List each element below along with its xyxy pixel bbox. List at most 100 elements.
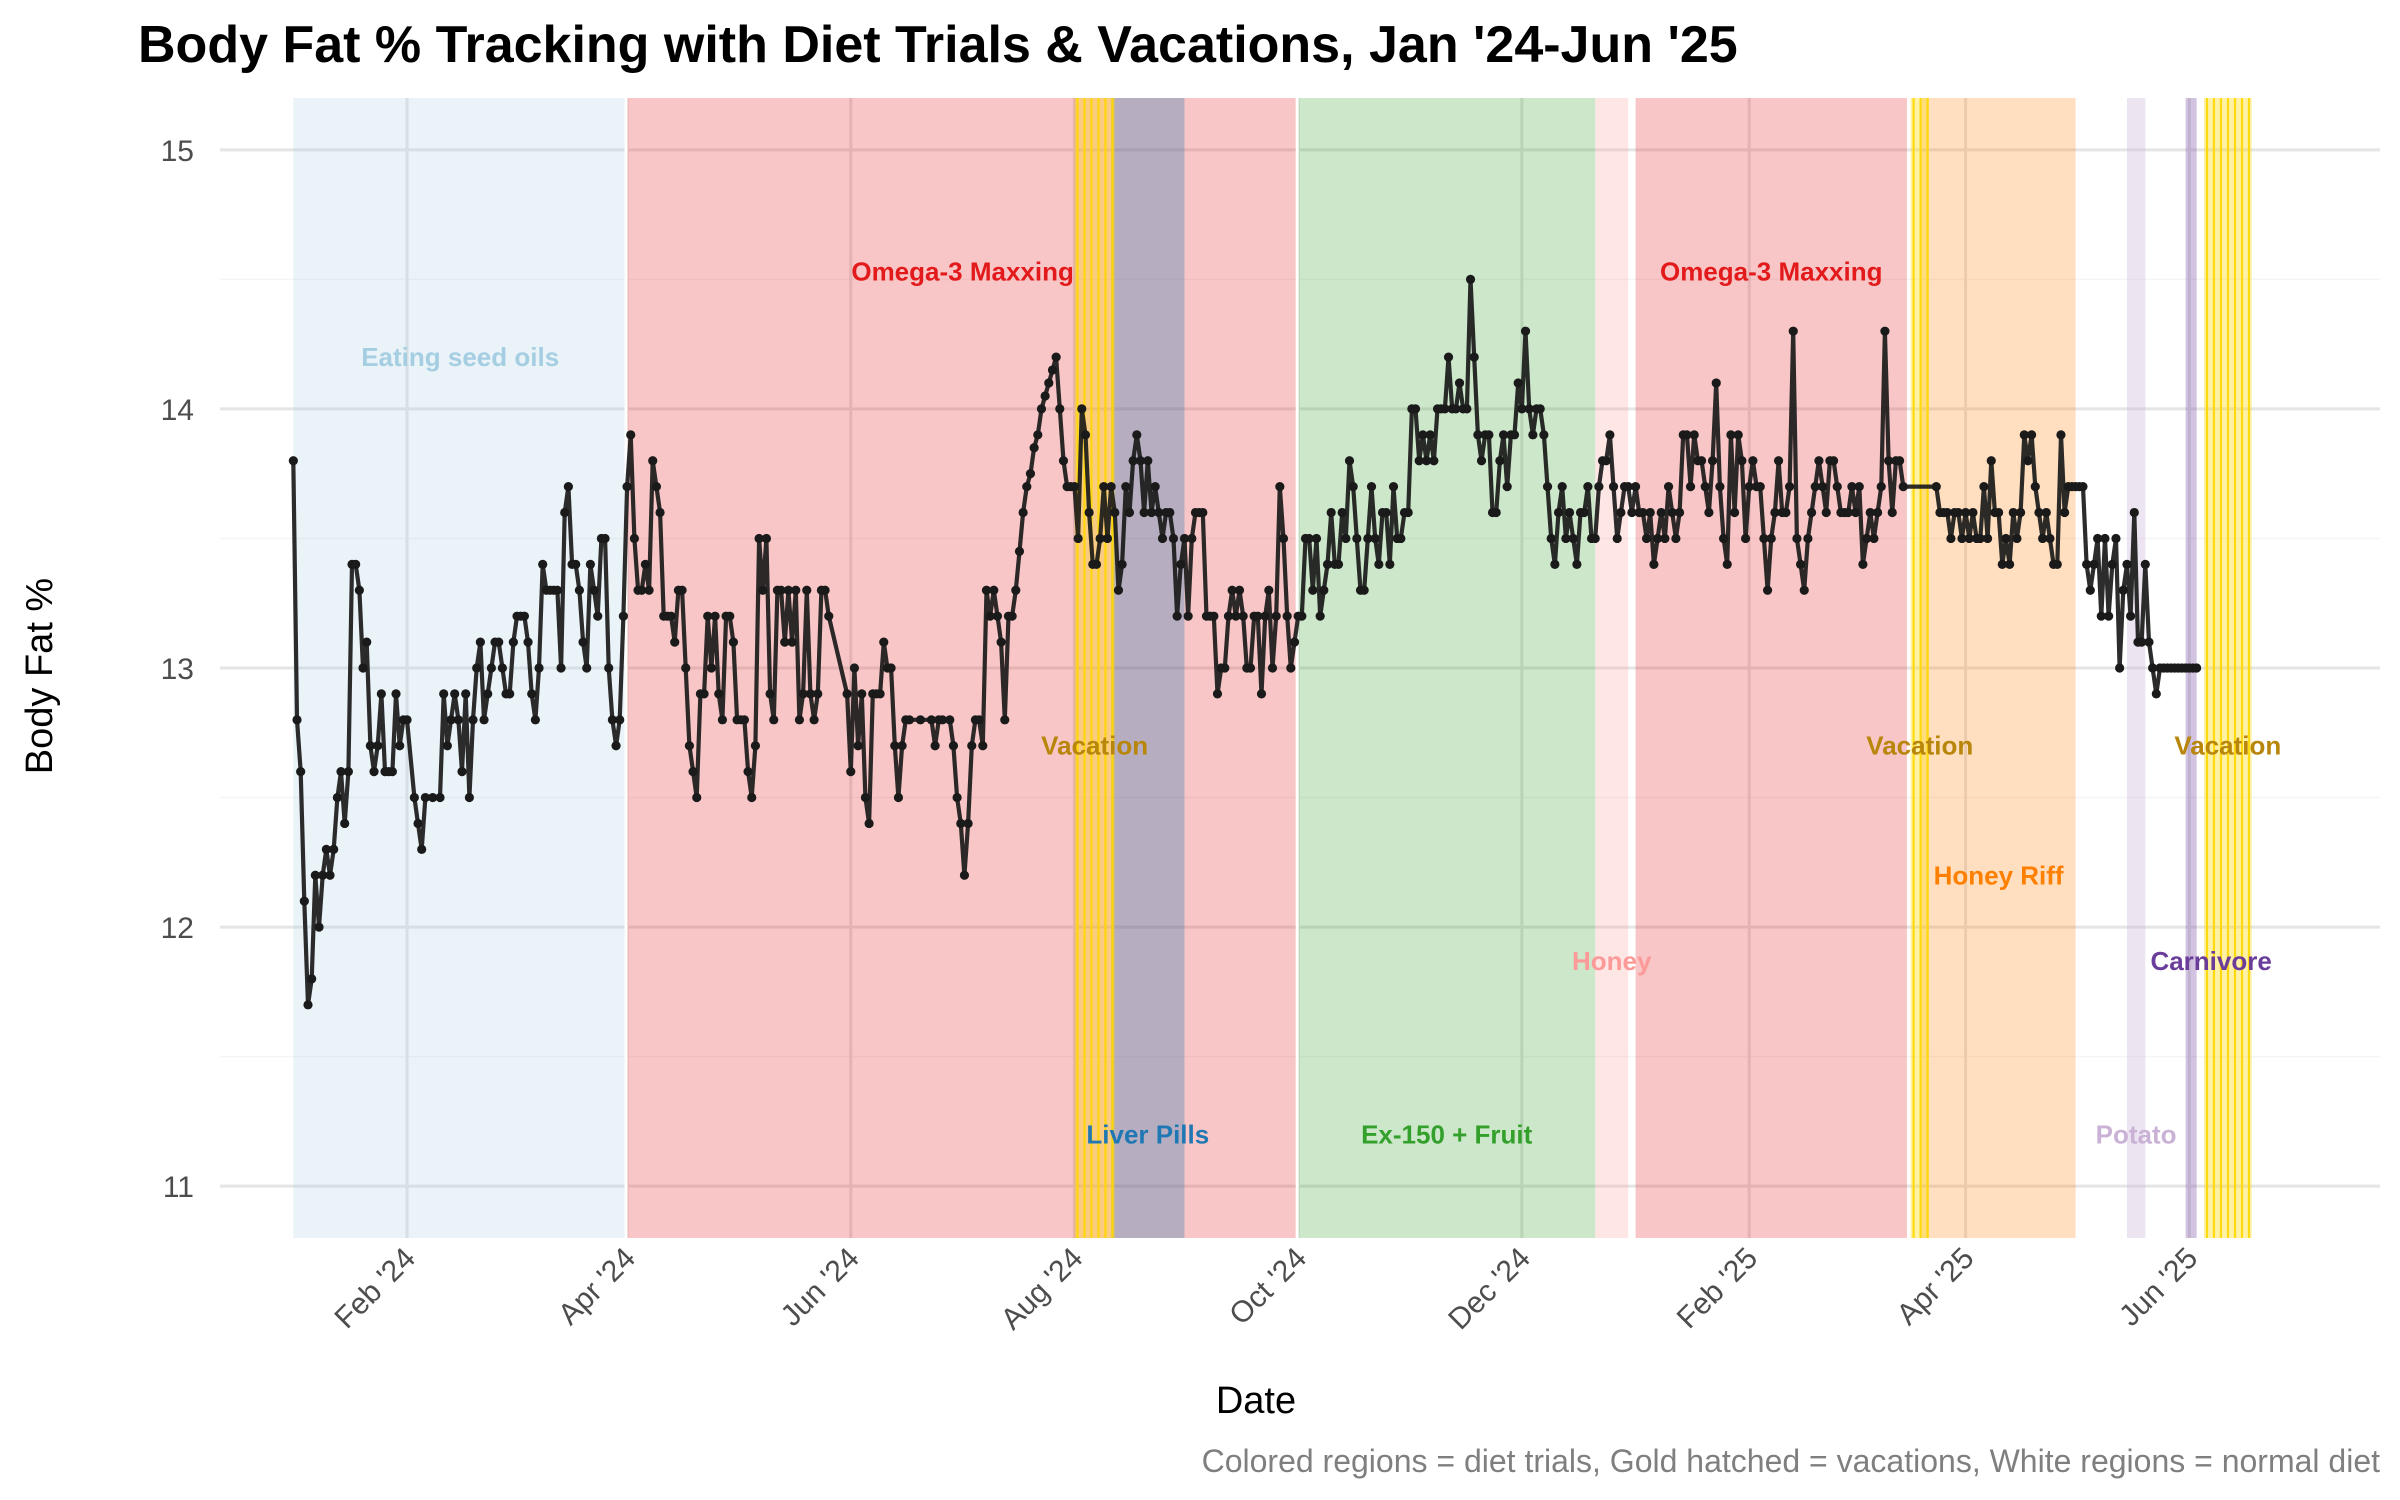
data-point	[688, 767, 698, 777]
data-point	[728, 637, 739, 647]
data-point	[560, 507, 570, 518]
data-point	[765, 689, 775, 699]
data-point	[578, 637, 588, 647]
data-point	[1689, 430, 1699, 440]
data-point	[1627, 507, 1637, 518]
data-point	[2096, 611, 2106, 621]
data-point	[428, 792, 438, 803]
data-point	[611, 741, 621, 751]
data-point	[1671, 533, 1681, 544]
data-point	[1352, 533, 1362, 544]
data-point	[1165, 507, 1175, 518]
data-point	[1260, 611, 1270, 621]
data-point	[450, 689, 460, 699]
x-tick-label: Jun '24	[775, 1242, 866, 1333]
data-point	[1876, 482, 1886, 492]
data-point	[897, 741, 907, 751]
data-point	[1781, 507, 1791, 518]
data-point	[475, 637, 485, 647]
data-point	[1880, 326, 1890, 336]
data-point	[1660, 533, 1670, 544]
x-tick-label: Jun '25	[2113, 1242, 2204, 1333]
data-point	[1608, 482, 1619, 492]
data-point	[1000, 715, 1010, 725]
data-point	[1843, 507, 1853, 518]
data-point	[714, 689, 724, 699]
data-point	[2023, 456, 2033, 466]
data-point	[1898, 482, 1908, 492]
data-point	[391, 689, 401, 699]
region-label: Omega-3 Maxxing	[851, 257, 1074, 287]
data-point	[1117, 559, 1127, 569]
data-point	[1682, 430, 1692, 440]
data-point	[677, 585, 687, 595]
data-point	[1476, 456, 1487, 466]
data-point	[692, 792, 702, 803]
data-point	[1220, 663, 1230, 673]
data-point	[1029, 443, 1039, 453]
data-point	[670, 637, 680, 647]
data-point	[725, 611, 735, 621]
data-point	[1344, 456, 1355, 466]
data-point	[1209, 611, 1219, 621]
data-point	[2060, 507, 2070, 518]
data-point	[1520, 326, 1531, 336]
data-point	[1289, 637, 1300, 647]
data-point	[2144, 637, 2154, 647]
x-tick-label: Dec '24	[1442, 1242, 1537, 1337]
data-point	[1498, 430, 1509, 440]
x-tick-label: Apr '24	[552, 1242, 642, 1332]
data-point	[1663, 482, 1674, 492]
data-point	[1509, 430, 1520, 440]
data-point	[769, 715, 779, 725]
data-point	[1953, 507, 1963, 518]
data-point	[618, 611, 628, 621]
data-point	[2085, 585, 2095, 595]
data-point	[505, 689, 515, 699]
data-point	[996, 637, 1006, 647]
region-label: Liver Pills	[1086, 1119, 1209, 1149]
data-point	[992, 611, 1003, 621]
data-point	[1469, 352, 1479, 362]
data-point	[1172, 611, 1182, 621]
data-point	[890, 741, 900, 751]
data-point	[307, 974, 317, 984]
data-point	[1465, 274, 1476, 284]
data-point	[369, 767, 379, 777]
data-point	[288, 456, 298, 466]
data-point	[1359, 585, 1369, 595]
data-point	[1561, 533, 1571, 544]
data-point	[1883, 456, 1894, 466]
data-point	[1495, 456, 1505, 466]
data-point	[798, 689, 808, 699]
data-point	[1128, 456, 1138, 466]
data-point	[593, 611, 603, 621]
data-point	[1308, 585, 1318, 595]
data-point	[314, 922, 324, 932]
series-line	[291, 277, 2197, 1007]
data-point	[1869, 533, 1879, 544]
data-point	[857, 689, 867, 699]
data-point	[1275, 482, 1285, 492]
data-point	[299, 896, 309, 906]
data-point	[1077, 404, 1087, 414]
data-point	[1124, 507, 1135, 518]
data-point	[1036, 404, 1047, 414]
vacation-label: Vacation	[1866, 731, 1973, 761]
data-point	[886, 663, 896, 673]
data-point	[472, 663, 482, 673]
data-point	[2034, 507, 2044, 518]
data-point	[1718, 533, 1729, 544]
data-point	[1333, 559, 1344, 569]
y-tick-label: 11	[163, 1171, 194, 1204]
data-point	[640, 559, 650, 569]
region-label: Potato	[2096, 1119, 2177, 1149]
data-point	[413, 818, 423, 829]
data-point	[824, 611, 834, 621]
data-point	[754, 533, 764, 544]
y-tick-label: 15	[161, 135, 194, 168]
data-point	[417, 844, 427, 854]
data-point	[1168, 533, 1179, 544]
data-point	[1440, 404, 1450, 414]
data-point	[1231, 611, 1241, 621]
